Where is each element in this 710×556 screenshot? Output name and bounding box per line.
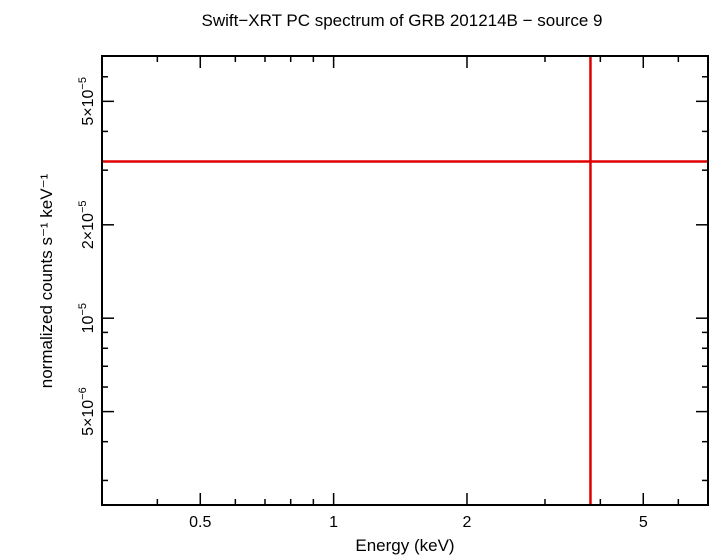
x-axis-label: Energy (keV) <box>355 536 454 555</box>
y-tick-label: 2×10−5 <box>77 201 97 250</box>
y-tick-label: 5×10−6 <box>77 387 97 436</box>
chart-title: Swift−XRT PC spectrum of GRB 201214B − s… <box>202 11 603 30</box>
x-tick-label: 5 <box>639 514 648 531</box>
axis-ticks: 0.5 1 2 5 5×10−6 10−5 2×10−5 5×10−5 <box>77 56 708 531</box>
y-tick-label: 5×10−5 <box>77 77 97 126</box>
x-tick-label: 1 <box>329 514 338 531</box>
y-tick-label: 10−5 <box>77 303 97 333</box>
data-marks <box>102 56 708 505</box>
x-tick-label: 2 <box>463 514 472 531</box>
y-axis-label: normalized counts s⁻¹ keV⁻¹ <box>37 173 56 388</box>
x-tick-label: 0.5 <box>189 514 211 531</box>
plot-frame <box>101 55 709 506</box>
